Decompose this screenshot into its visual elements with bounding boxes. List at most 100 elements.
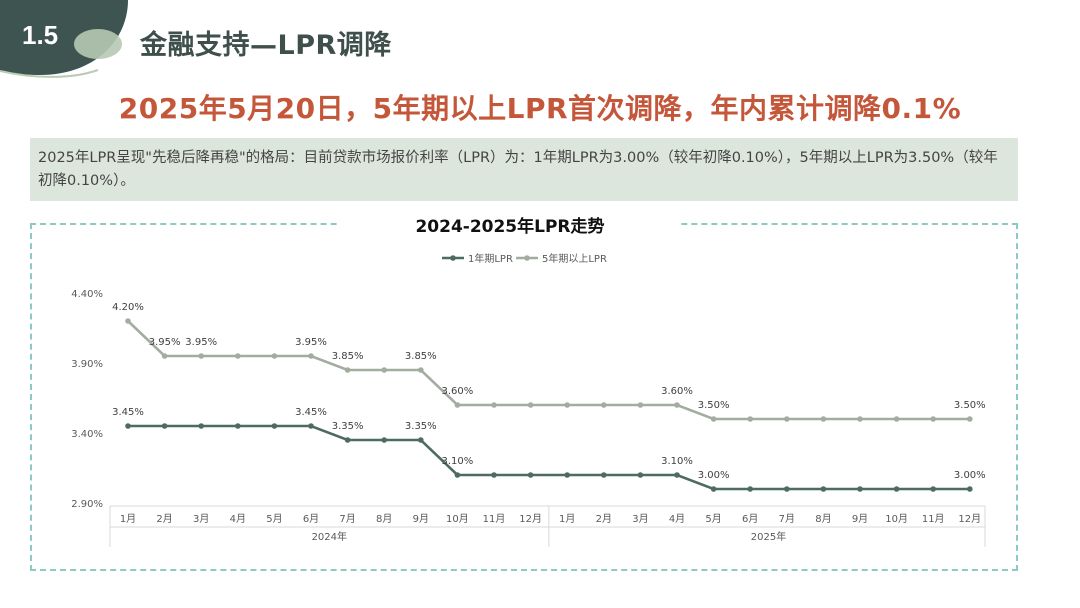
data-point-0 xyxy=(637,472,644,478)
x-tick-label: 4月 xyxy=(669,513,685,525)
data-point-0 xyxy=(601,472,607,478)
x-tick-label: 12月 xyxy=(519,513,542,525)
data-point-1 xyxy=(271,353,278,359)
y-tick-label: 4.40% xyxy=(71,289,103,300)
data-point-1 xyxy=(820,416,827,422)
x-tick-label: 11月 xyxy=(483,513,506,525)
data-point-1 xyxy=(344,367,351,373)
legend-label-1: 5年期以上LPR xyxy=(542,252,607,265)
x-tick-label: 3月 xyxy=(632,513,648,525)
x-tick-label: 12月 xyxy=(958,513,981,525)
data-label-1: 4.20% xyxy=(112,302,144,313)
data-point-0 xyxy=(893,486,900,492)
data-point-1 xyxy=(125,318,131,324)
x-tick-label: 5月 xyxy=(705,513,721,525)
data-point-0 xyxy=(674,472,680,478)
x-group-label: 2025年 xyxy=(751,530,786,543)
data-point-0 xyxy=(930,486,936,492)
data-label-1: 3.60% xyxy=(661,386,693,397)
x-tick-label: 6月 xyxy=(742,513,758,525)
data-label-1: 3.60% xyxy=(442,386,474,397)
data-point-1 xyxy=(674,402,680,408)
summary-text: 2025年LPR呈现"先稳后降再稳"的格局：目前贷款市场报价利率（LPR）为：1… xyxy=(38,150,998,189)
section-number: 1.5 xyxy=(22,20,59,50)
y-tick-label: 3.40% xyxy=(71,429,103,440)
x-tick-label: 8月 xyxy=(815,513,831,525)
x-tick-label: 2月 xyxy=(596,513,612,525)
data-point-0 xyxy=(454,472,461,478)
data-point-0 xyxy=(820,486,827,492)
data-point-1 xyxy=(747,416,753,422)
data-point-1 xyxy=(930,416,936,422)
data-label-1: 3.95% xyxy=(185,337,217,348)
data-label-0: 3.35% xyxy=(405,421,437,432)
data-point-1 xyxy=(161,353,168,359)
data-label-0: 3.45% xyxy=(295,407,327,418)
legend-marker-1 xyxy=(524,255,530,261)
x-tick-label: 10月 xyxy=(885,513,908,525)
x-tick-label: 2月 xyxy=(156,513,172,525)
y-tick-label: 3.90% xyxy=(71,359,103,370)
x-tick-label: 7月 xyxy=(779,513,795,525)
data-point-0 xyxy=(381,437,388,443)
data-point-0 xyxy=(308,423,314,429)
y-tick-label: 2.90% xyxy=(71,499,103,510)
data-point-0 xyxy=(235,423,241,429)
headline: 2025年5月20日，5年期以上LPR首次调降，年内累计调降0.1% xyxy=(118,92,962,125)
series-line-0 xyxy=(128,424,970,491)
data-point-0 xyxy=(418,437,424,443)
data-label-1: 3.50% xyxy=(698,400,730,411)
data-point-1 xyxy=(418,367,424,373)
data-point-1 xyxy=(564,402,570,408)
x-tick-label: 1月 xyxy=(120,513,136,525)
x-tick-label: 11月 xyxy=(922,513,945,525)
data-point-0 xyxy=(271,423,278,429)
series-line-1 xyxy=(127,320,970,421)
data-point-1 xyxy=(381,367,388,373)
data-point-0 xyxy=(161,423,168,429)
data-point-1 xyxy=(308,353,314,359)
data-label-1: 3.50% xyxy=(954,400,986,411)
x-tick-label: 7月 xyxy=(339,513,355,525)
chart-title: 2024-2025年LPR走势 xyxy=(340,212,680,242)
data-label-0: 3.35% xyxy=(332,421,364,432)
x-tick-label: 4月 xyxy=(230,513,246,525)
data-label-1: 3.95% xyxy=(149,337,181,348)
x-group-label: 2024年 xyxy=(312,530,347,543)
data-point-1 xyxy=(857,416,863,422)
x-tick-label: 6月 xyxy=(303,513,319,525)
data-point-0 xyxy=(857,486,863,492)
legend-label-0: 1年期LPR xyxy=(468,252,513,265)
x-tick-label: 3月 xyxy=(193,513,209,525)
x-tick-label: 9月 xyxy=(852,513,868,525)
corner-decoration xyxy=(0,0,128,78)
data-point-0 xyxy=(527,472,534,478)
data-point-0 xyxy=(491,472,497,478)
legend-marker-0 xyxy=(450,255,456,261)
data-point-0 xyxy=(564,472,570,478)
data-point-0 xyxy=(784,486,790,492)
x-tick-label: 9月 xyxy=(413,513,429,525)
data-label-0: 3.00% xyxy=(954,470,986,481)
data-point-0 xyxy=(344,437,351,443)
data-point-0 xyxy=(198,423,204,429)
data-point-1 xyxy=(710,416,717,422)
data-point-0 xyxy=(125,423,131,429)
data-label-0: 3.10% xyxy=(661,456,693,467)
data-point-1 xyxy=(784,416,790,422)
x-tick-label: 10月 xyxy=(446,513,469,525)
data-point-1 xyxy=(235,353,241,359)
summary-panel: 2025年LPR呈现"先稳后降再稳"的格局：目前贷款市场报价利率（LPR）为：1… xyxy=(30,138,1018,201)
data-point-1 xyxy=(967,416,973,422)
data-label-1: 3.85% xyxy=(332,351,364,362)
data-point-0 xyxy=(747,486,753,492)
data-point-1 xyxy=(454,402,461,408)
data-point-1 xyxy=(893,416,900,422)
data-label-0: 3.00% xyxy=(698,470,730,481)
section-title: 金融支持—LPR调降 xyxy=(140,30,392,61)
data-point-1 xyxy=(491,402,497,408)
data-label-0: 3.10% xyxy=(442,456,474,467)
data-point-1 xyxy=(198,353,204,359)
x-tick-label: 5月 xyxy=(266,513,282,525)
